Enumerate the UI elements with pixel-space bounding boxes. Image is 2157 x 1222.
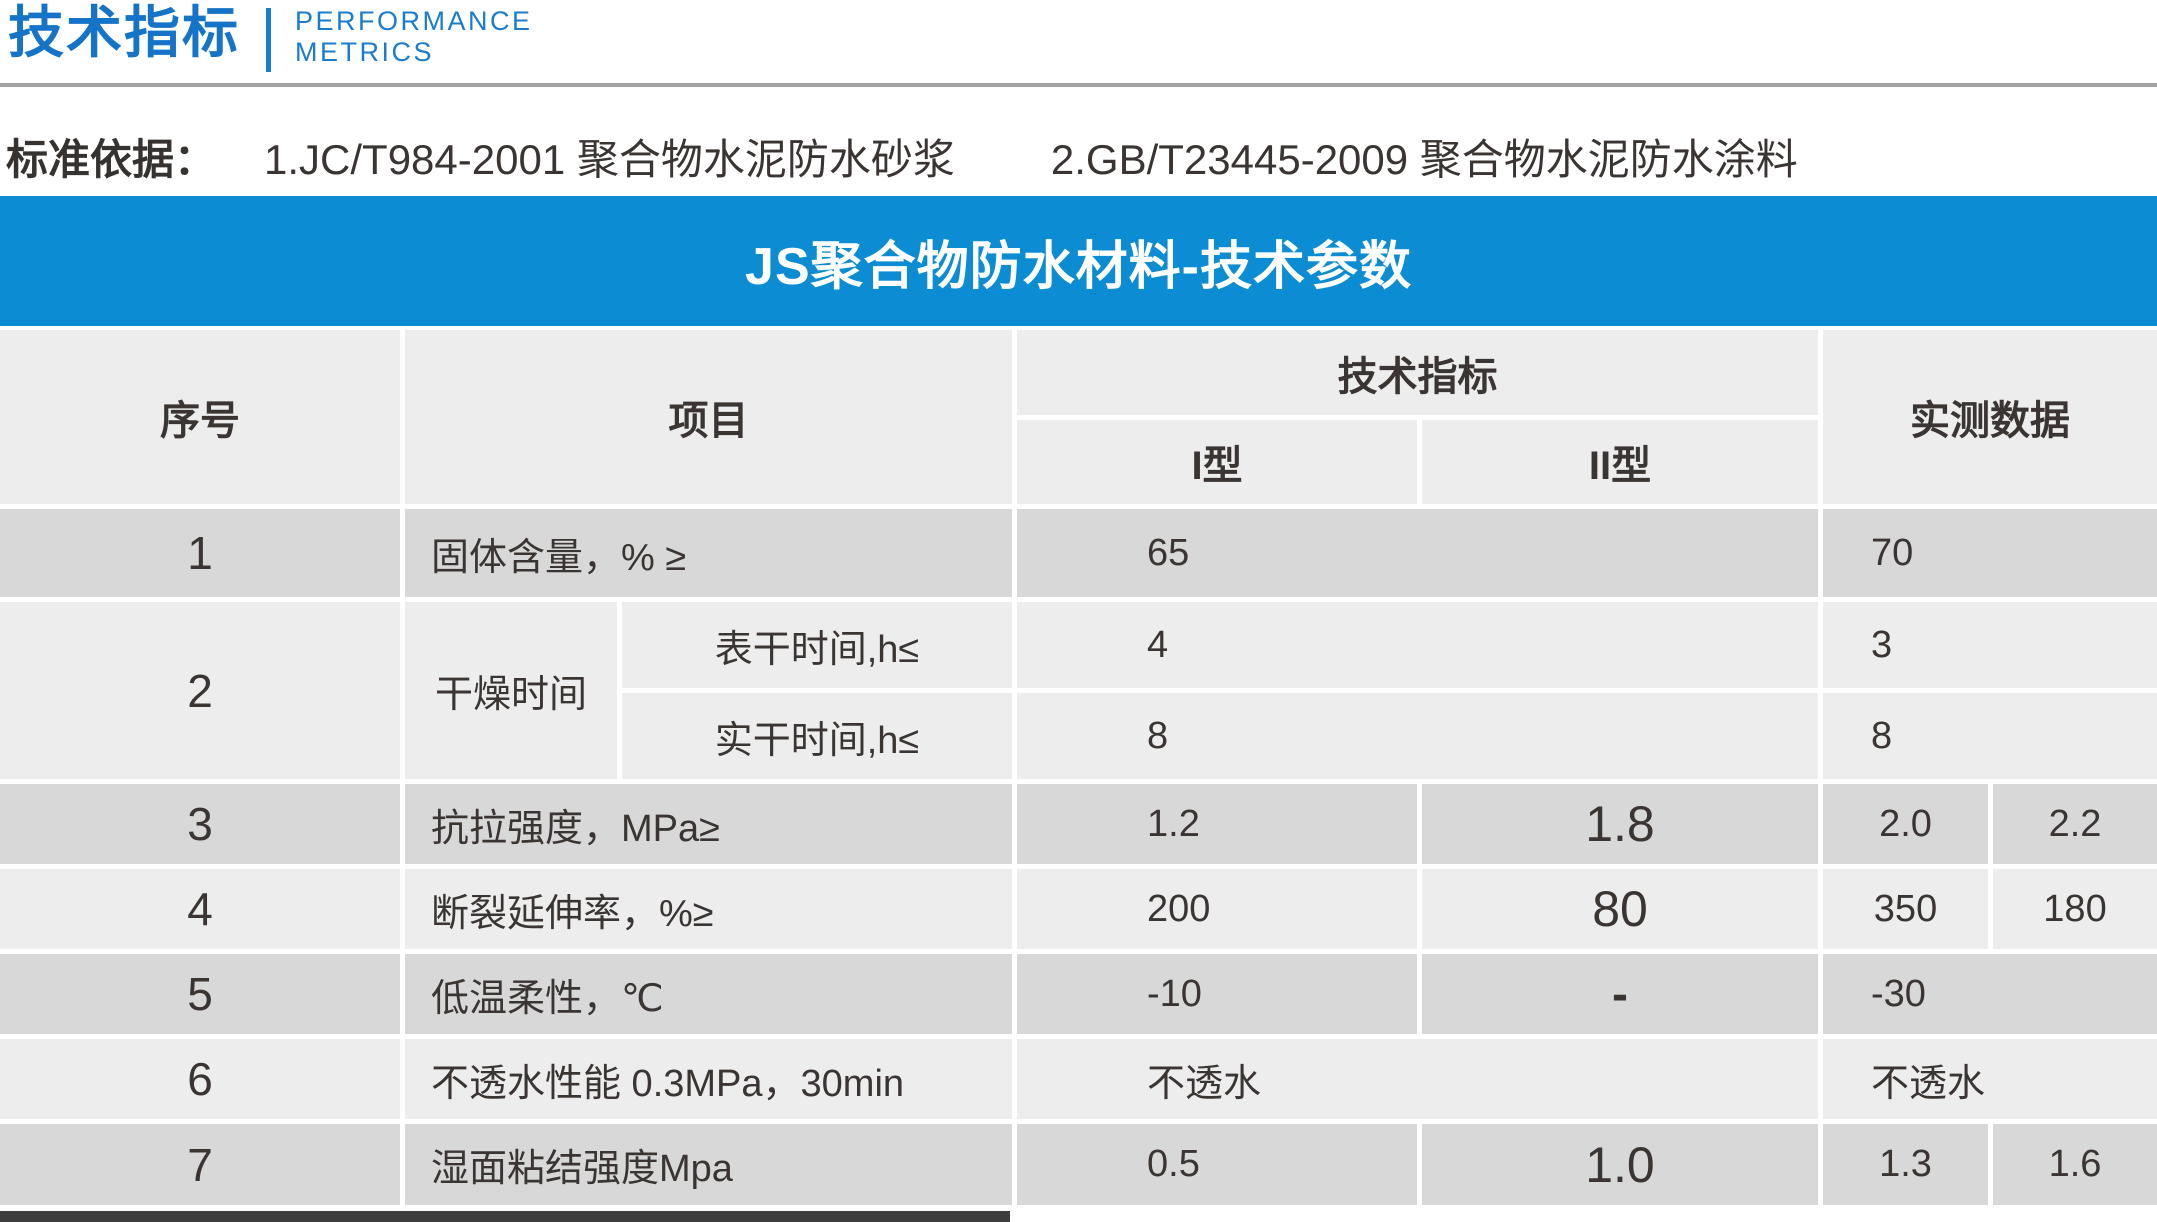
row7-measured1: 1.3 bbox=[1823, 1124, 1988, 1205]
row7-item: 湿面粘结强度Mpa bbox=[405, 1124, 1012, 1205]
row5-type2: - bbox=[1422, 954, 1818, 1034]
row2-sub1-name: 表干时间,h≤ bbox=[622, 602, 1012, 688]
page-subtitle-line2: METRICS bbox=[295, 37, 434, 68]
row1-no: 1 bbox=[0, 509, 400, 597]
standards-label: 标准依据： bbox=[6, 136, 217, 183]
table-banner: JS聚合物防水材料-技术参数 bbox=[0, 196, 2157, 326]
row2-item: 干燥时间 bbox=[405, 602, 617, 779]
row3-type1: 1.2 bbox=[1017, 784, 1417, 864]
row5-item: 低温柔性，℃ bbox=[405, 954, 1012, 1034]
row5-no: 5 bbox=[0, 954, 400, 1034]
row4-item: 断裂延伸率，%≥ bbox=[405, 869, 1012, 949]
row7-type2: 1.0 bbox=[1422, 1124, 1818, 1205]
standard-item-1: 1.JC/T984-2001 聚合物水泥防水砂浆 bbox=[264, 136, 955, 183]
spec-table: 序号 项目 技术指标 I型 II型 实测数据 1 固体含量，% ≥ 65 70 … bbox=[0, 330, 2157, 1205]
standard-item-2: 2.GB/T23445-2009 聚合物水泥防水涂料 bbox=[1050, 136, 1798, 183]
row6-item: 不透水性能 0.3MPa，30min bbox=[405, 1039, 1012, 1119]
row5-measured: -30 bbox=[1823, 954, 2157, 1034]
page-header: 技术指标 PERFORMANCE METRICS bbox=[8, 1, 533, 72]
row4-measured1: 350 bbox=[1823, 869, 1988, 949]
row7-type1: 0.5 bbox=[1017, 1124, 1417, 1205]
row6-measured: 不透水 bbox=[1823, 1039, 2157, 1119]
row2-sub1-spec: 4 bbox=[1017, 602, 1818, 688]
header-rule bbox=[0, 83, 2157, 87]
row3-item: 抗拉强度，MPa≥ bbox=[405, 784, 1012, 864]
page-subtitle-line1: PERFORMANCE bbox=[295, 6, 533, 36]
column-header-item: 项目 bbox=[405, 330, 1012, 504]
column-header-no: 序号 bbox=[0, 330, 400, 504]
row4-type1: 200 bbox=[1017, 869, 1417, 949]
row1-spec: 65 bbox=[1017, 509, 1818, 597]
row3-no: 3 bbox=[0, 784, 400, 864]
row5-type1: -10 bbox=[1017, 954, 1417, 1034]
row7-no: 7 bbox=[0, 1124, 400, 1205]
row2-sub1-measured: 3 bbox=[1823, 602, 2157, 688]
row3-type2: 1.8 bbox=[1422, 784, 1818, 864]
column-header-tech-index: 技术指标 bbox=[1017, 330, 1818, 415]
table-bottom-edge bbox=[0, 1211, 1010, 1222]
row6-no: 6 bbox=[0, 1039, 400, 1119]
page-title: 技术指标 bbox=[8, 1, 240, 64]
row2-no: 2 bbox=[0, 602, 400, 779]
title-divider bbox=[266, 8, 271, 72]
row2-sub2-measured: 8 bbox=[1823, 693, 2157, 779]
row6-spec: 不透水 bbox=[1017, 1039, 1818, 1119]
row4-type2: 80 bbox=[1422, 869, 1818, 949]
row1-measured: 70 bbox=[1823, 509, 2157, 597]
standards-line: 标准依据： 1.JC/T984-2001 聚合物水泥防水砂浆 2.GB/T234… bbox=[6, 126, 1798, 187]
column-header-type2: II型 bbox=[1422, 420, 1818, 504]
row4-no: 4 bbox=[0, 869, 400, 949]
column-header-type1: I型 bbox=[1017, 420, 1417, 504]
row3-measured1: 2.0 bbox=[1823, 784, 1988, 864]
column-header-measured: 实测数据 bbox=[1823, 330, 2157, 504]
row3-measured2: 2.2 bbox=[1993, 784, 2157, 864]
row7-measured2: 1.6 bbox=[1993, 1124, 2157, 1205]
table-banner-title: JS聚合物防水材料-技术参数 bbox=[745, 237, 1412, 296]
page-subtitle: PERFORMANCE METRICS bbox=[295, 6, 533, 68]
row1-item: 固体含量，% ≥ bbox=[405, 509, 1012, 597]
row4-measured2: 180 bbox=[1993, 869, 2157, 949]
row2-sub2-name: 实干时间,h≤ bbox=[622, 693, 1012, 779]
row2-sub2-spec: 8 bbox=[1017, 693, 1818, 779]
